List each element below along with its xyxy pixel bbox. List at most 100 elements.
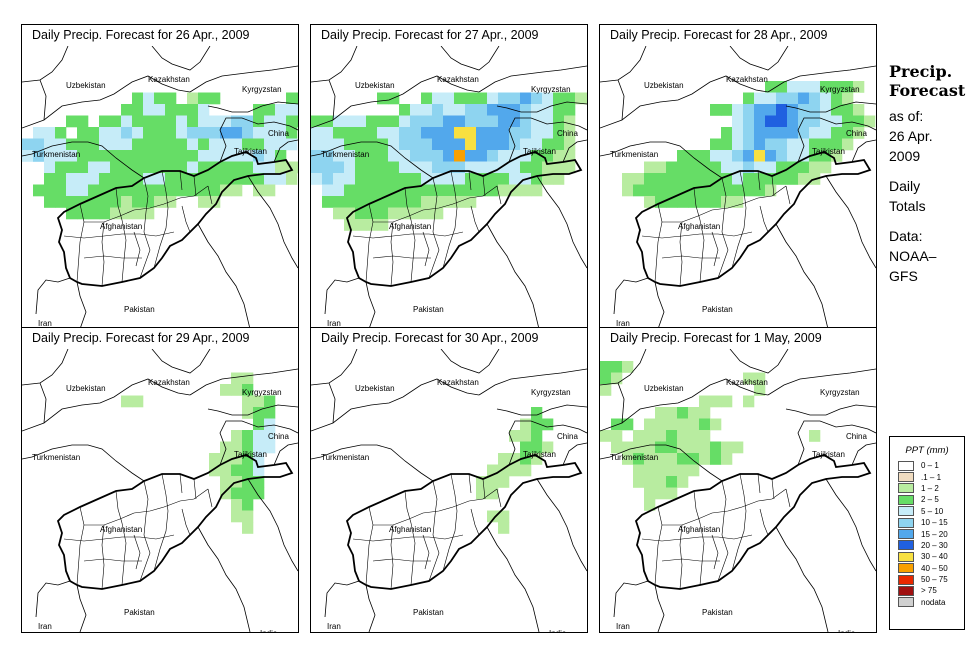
precip-cell [220, 184, 232, 197]
country-label-china: China [268, 129, 289, 138]
precip-cell [121, 138, 133, 151]
precip-cell [220, 487, 232, 500]
border-line [508, 420, 587, 466]
forecast-panel-2: Daily Precip. Forecast for 27 Apr., 2009… [310, 24, 588, 330]
legend-item: 40 – 50 [890, 563, 964, 574]
precip-cell [443, 161, 455, 174]
precip-cell [688, 150, 700, 162]
precip-cell [666, 487, 678, 500]
province-line [657, 185, 787, 223]
country-label-afghanistan: Afghanistan [389, 525, 431, 534]
afghanistan-outline [56, 151, 294, 287]
precip-cell [432, 150, 444, 162]
precip-cell [710, 453, 722, 465]
precip-cell [553, 173, 565, 185]
precip-cell [743, 184, 755, 197]
precip-cell [322, 138, 334, 151]
precip-cell [366, 161, 378, 174]
precip-cell [633, 476, 645, 488]
precip-cell [275, 104, 287, 116]
precip-cell [710, 418, 722, 431]
precip-cell [121, 196, 133, 208]
province-line [450, 473, 458, 512]
precip-cell [55, 161, 67, 174]
precip-cell [209, 138, 221, 151]
country-label-turkmenistan: Turkmenistan [610, 453, 658, 462]
precip-cell [421, 173, 433, 185]
country-label-uzbekistan: Uzbekistan [66, 384, 106, 393]
forecast-panel-3: Daily Precip. Forecast for 28 Apr., 2009… [599, 24, 877, 330]
precip-cell [644, 441, 656, 454]
country-label-iran: Iran [616, 622, 630, 631]
precip-cell [344, 127, 356, 139]
precip-cell [677, 173, 689, 185]
precip-map: Uzbekistan Kazakhstan Kyrgyzstan Turkmenist… [311, 46, 587, 329]
country-label-tajikistan: Tajikistan [523, 147, 556, 156]
precip-cell [231, 138, 243, 151]
border-line [496, 404, 587, 416]
precip-cell [220, 476, 232, 488]
legend-swatch [898, 494, 914, 505]
precip-cell [286, 115, 298, 128]
precip-cell [388, 138, 400, 151]
precip-cell [520, 92, 532, 105]
precip-cell [154, 161, 166, 174]
precip-cell [242, 161, 254, 174]
precip-cell [275, 115, 287, 128]
precip-cell [476, 487, 488, 500]
precip-cell [410, 150, 422, 162]
precip-cell [564, 161, 576, 174]
precip-cell [399, 115, 411, 128]
precip-cell [553, 104, 565, 116]
precip-cell [421, 138, 433, 151]
legend-range: .1 – 1 [921, 472, 942, 482]
precip-cell [498, 476, 510, 488]
precip-cell [355, 161, 367, 174]
precip-cell [831, 138, 843, 151]
precip-cell [688, 407, 700, 419]
precip-cell [154, 196, 166, 208]
forecast-panel-5: Daily Precip. Forecast for 30 Apr., 2009… [310, 327, 588, 633]
precip-cell [388, 184, 400, 197]
precip-cell [366, 173, 378, 185]
precip-cell [611, 372, 623, 385]
precip-cell [542, 173, 554, 185]
precip-cell [355, 138, 367, 151]
precip-cell [220, 161, 232, 174]
province-line [717, 211, 729, 279]
precip-cell [432, 115, 444, 128]
precip-cell [622, 418, 634, 431]
precip-cell [798, 115, 810, 128]
precip-cell [831, 92, 843, 105]
country-label-kazakhstan: Kazakhstan [726, 75, 768, 84]
precip-cell [220, 453, 232, 465]
precip-cell [253, 104, 265, 116]
precip-cell [187, 150, 199, 162]
precip-cell [132, 138, 144, 151]
precip-cell [366, 138, 378, 151]
precip-cell [311, 115, 323, 128]
precip-cell [242, 430, 254, 442]
precip-cell [564, 104, 576, 116]
precip-cell [655, 430, 667, 442]
precip-cell [820, 138, 832, 151]
precip-cell [765, 104, 777, 116]
precip-cell [553, 150, 565, 162]
province-line [207, 488, 213, 508]
precip-cell [66, 196, 78, 208]
border-line [151, 349, 211, 374]
precip-cell [132, 127, 144, 139]
country-label-afghanistan: Afghanistan [678, 222, 720, 231]
precip-cell [476, 104, 488, 116]
precip-cell [798, 92, 810, 105]
precip-cell [487, 510, 499, 523]
precip-cells [476, 407, 554, 534]
precip-cell [809, 92, 821, 105]
province-line [693, 187, 701, 221]
precip-cell [154, 173, 166, 185]
province-borders [352, 170, 502, 287]
afghanistan-outline [634, 454, 872, 590]
border-line [324, 580, 360, 618]
precip-cell [110, 173, 122, 185]
precip-cell [498, 184, 510, 197]
